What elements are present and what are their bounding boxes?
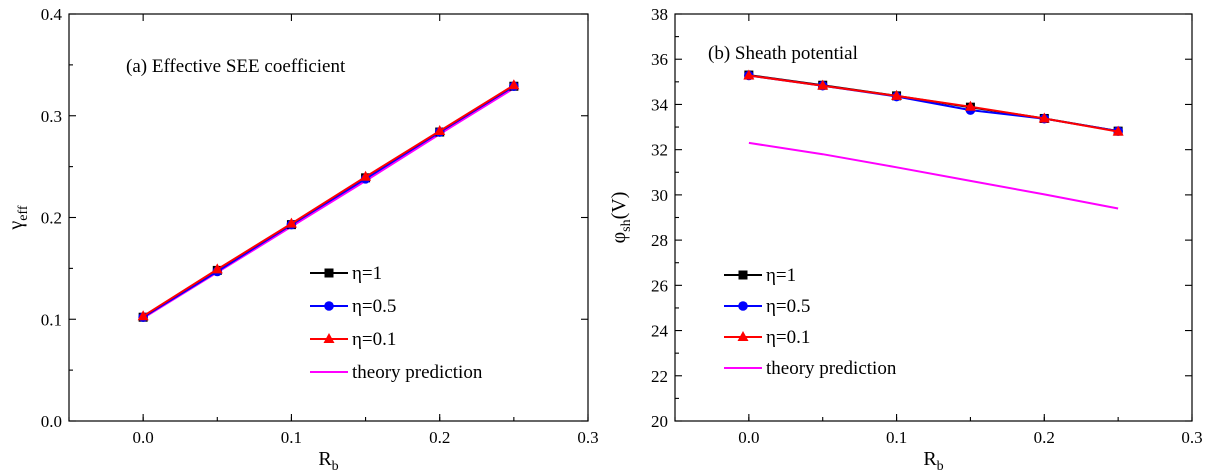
series-2 <box>137 79 520 321</box>
x-tick-label: 0.2 <box>429 428 450 447</box>
legend-label: η=0.5 <box>352 296 396 317</box>
data-point <box>1038 112 1050 123</box>
x-axis-title-subscript: b <box>332 459 339 474</box>
data-point <box>434 125 446 136</box>
legend-marker <box>737 331 749 341</box>
series-1 <box>744 70 1123 136</box>
y-axis-title-main: φ <box>608 232 630 244</box>
legend-label: theory prediction <box>352 362 483 383</box>
y-axis-title-main: γ <box>5 221 27 231</box>
data-point <box>211 263 223 274</box>
y-tick-label: 28 <box>651 231 668 250</box>
y-tick-label: 20 <box>651 412 668 431</box>
y-tick-label: 24 <box>651 322 669 341</box>
series-3 <box>748 141 1119 210</box>
y-tick-label: 0.2 <box>41 209 62 228</box>
legend-label: η=1 <box>766 265 796 286</box>
data-point <box>360 170 372 181</box>
legend-marker <box>738 301 748 311</box>
y-tick-label: 22 <box>651 367 668 386</box>
data-point <box>964 100 976 111</box>
chart-panel-b: 0.0 0.1 0.2 0.3 20 22 24 26 28 30 32 34 36 38 Rb φsh(V)… <box>608 5 1203 474</box>
y-tick-label: 36 <box>651 50 668 69</box>
data-point <box>891 89 903 100</box>
legend-label: η=0.1 <box>352 329 396 350</box>
series-line <box>142 84 515 318</box>
legend: η=1 η=0.5 η=0.1 theory prediction <box>310 263 483 383</box>
y-tick-label: 0.4 <box>41 5 63 24</box>
legend-marker <box>738 270 748 280</box>
y-axis-title: γeff <box>5 205 31 230</box>
chart-panel-a: 0.0 0.1 0.2 0.3 0.0 0.1 0.2 0.3 0.4 Rb γeff (a) Eff… <box>5 5 599 474</box>
legend-label: η=0.1 <box>766 327 810 348</box>
x-tick-label: 0.2 <box>1034 428 1055 447</box>
legend-marker <box>324 301 334 311</box>
legend-marker <box>324 268 334 278</box>
series-line <box>142 85 515 319</box>
panel-title: (b) Sheath potential <box>708 43 858 64</box>
series-line <box>748 141 1119 210</box>
x-tick-label: 0.3 <box>577 428 598 447</box>
legend-label: η=0.5 <box>766 296 810 317</box>
y-axis-title: φsh(V) <box>608 192 634 244</box>
x-tick-label: 0.3 <box>1181 428 1202 447</box>
y-axis-title-subscript: eff <box>16 205 31 221</box>
x-axis-title-subscript: b <box>937 459 944 474</box>
y-tick-label: 34 <box>651 95 669 114</box>
y-tick-label: 30 <box>651 186 668 205</box>
y-axis-title-subscript: sh <box>619 219 634 231</box>
legend-label: theory prediction <box>766 358 897 379</box>
y-tick-label: 0.1 <box>41 310 62 329</box>
series-2 <box>743 69 1124 136</box>
data-point <box>743 69 755 80</box>
y-tick-label: 0.0 <box>41 412 62 431</box>
x-tick-label: 0.1 <box>886 428 907 447</box>
legend-marker <box>323 333 335 343</box>
x-axis-title: Rb <box>923 448 943 474</box>
data-point <box>508 79 520 90</box>
y-tick-label: 26 <box>651 276 668 295</box>
y-tick-label: 32 <box>651 141 668 160</box>
data-point <box>285 217 297 228</box>
legend: η=1 η=0.5 η=0.1 theory prediction <box>724 265 897 379</box>
x-tick-label: 0.0 <box>738 428 759 447</box>
y-tick-label: 0.3 <box>41 107 62 126</box>
series-line <box>748 74 1119 133</box>
y-axis-title-unit: (V) <box>608 192 630 220</box>
x-axis-title-main: R <box>923 448 937 470</box>
x-axis-title: Rb <box>318 448 338 474</box>
data-point <box>817 79 829 90</box>
data-point <box>137 310 149 321</box>
data-point <box>1112 125 1124 136</box>
y-tick-label: 38 <box>651 5 668 24</box>
legend-label: η=1 <box>352 263 382 284</box>
x-axis-title-main: R <box>318 448 332 470</box>
x-tick-label: 0.0 <box>133 428 154 447</box>
x-tick-label: 0.1 <box>281 428 302 447</box>
panel-title: (a) Effective SEE coefficient <box>126 56 346 77</box>
